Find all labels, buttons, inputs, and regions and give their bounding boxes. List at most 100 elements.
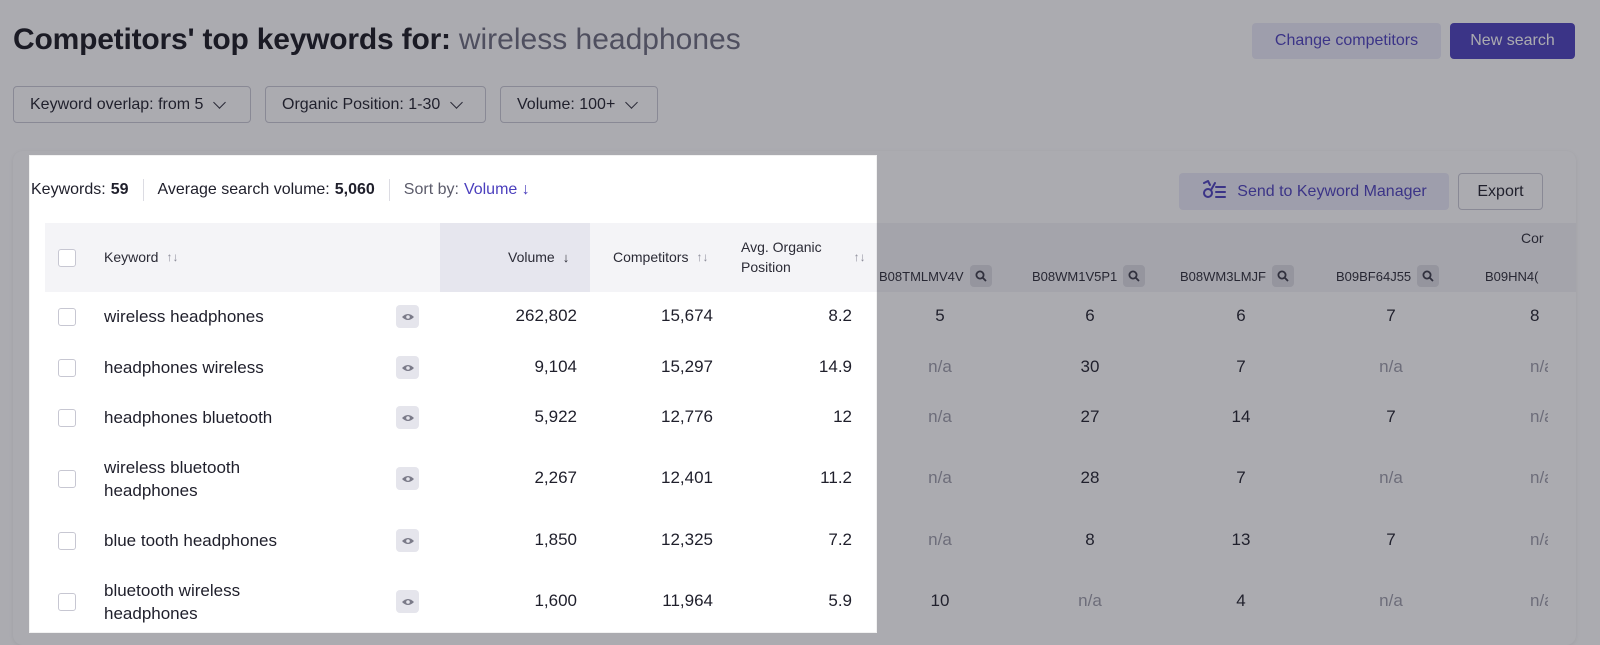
stats-bar: Keywords: 59 Average search volume: 5,06… bbox=[31, 178, 530, 202]
competitor-position-cell: 10 bbox=[930, 591, 950, 610]
keywords-count-value: 59 bbox=[110, 181, 129, 198]
eye-icon[interactable] bbox=[396, 356, 419, 379]
competitor-position-cell: 6 bbox=[1085, 306, 1095, 325]
send-to-keyword-manager-label: Send to Keyword Manager bbox=[1237, 182, 1427, 200]
competitor-asin-label: B08TMLMV4V bbox=[879, 268, 964, 284]
export-button[interactable]: Export bbox=[1458, 173, 1543, 210]
competitor-position-cell: n/a bbox=[928, 530, 952, 549]
sort-desc-icon[interactable]: ↓ bbox=[562, 249, 570, 265]
row-checkbox[interactable] bbox=[58, 532, 76, 550]
row-checkbox[interactable] bbox=[58, 593, 76, 611]
sort-icon[interactable]: ↑↓ bbox=[696, 250, 709, 264]
sort-icon[interactable]: ↑↓ bbox=[853, 250, 866, 264]
competitor-asin-label: B09HN4( bbox=[1485, 268, 1539, 284]
keyword-cell[interactable]: headphones bluetooth bbox=[104, 406, 284, 429]
sort-icon[interactable]: ↑↓ bbox=[166, 250, 179, 264]
competitor-position-cell: n/a bbox=[1530, 407, 1548, 426]
avg-position-cell: 8.2 bbox=[828, 306, 852, 325]
volume-cell: 9,104 bbox=[534, 357, 577, 376]
sort-by-dropdown[interactable]: Volume ↓ bbox=[463, 181, 530, 198]
competitor-position-cell: 30 bbox=[1080, 357, 1100, 376]
eye-icon[interactable] bbox=[396, 590, 419, 613]
volume-cell: 1,600 bbox=[534, 591, 577, 610]
keyword-cell[interactable]: blue tooth headphones bbox=[104, 529, 284, 552]
search-icon[interactable] bbox=[969, 265, 992, 287]
search-icon[interactable] bbox=[1271, 265, 1294, 287]
keyword-cell[interactable]: headphones wireless bbox=[104, 356, 284, 379]
competitor-position-cell: 13 bbox=[1231, 530, 1251, 549]
volume-cell: 262,802 bbox=[515, 306, 577, 325]
keyword-column-label: Keyword bbox=[104, 249, 159, 265]
competitor-position-cell: n/a bbox=[928, 357, 952, 376]
keyword-text: wireless bluetooth bbox=[104, 458, 241, 477]
volume-cell: 5,922 bbox=[534, 407, 577, 426]
competitor-position-cell: 6 bbox=[1236, 306, 1246, 325]
competitor-column-header[interactable]: B08WM1V5P1 bbox=[1032, 265, 1146, 287]
competitor-position-cell: n/a bbox=[1379, 357, 1403, 376]
avg-position-cell: 7.2 bbox=[828, 530, 852, 549]
eye-icon[interactable] bbox=[396, 406, 419, 429]
row-checkbox[interactable] bbox=[58, 308, 76, 326]
competitor-position-cell: 28 bbox=[1080, 468, 1100, 487]
competitor-position-cell: n/a bbox=[1530, 357, 1548, 376]
keyword-cell[interactable]: wireless bluetooth headphones bbox=[104, 456, 284, 502]
competitors-cell: 12,401 bbox=[661, 468, 713, 487]
competitor-position-cell: 7 bbox=[1386, 306, 1396, 325]
eye-icon[interactable] bbox=[396, 467, 419, 490]
competitor-position-cell: 4 bbox=[1236, 591, 1246, 610]
competitor-position-cell: 8 bbox=[1085, 530, 1095, 549]
clipped-competitor-column: 8 n/a n/a n/a n/a n/a bbox=[1522, 292, 1548, 642]
keyword-cell[interactable]: wireless headphones bbox=[104, 305, 284, 328]
eye-icon[interactable] bbox=[396, 529, 419, 552]
keyword-text-line2: headphones bbox=[104, 604, 198, 623]
search-icon[interactable] bbox=[1417, 265, 1440, 287]
volume-filter-label: Volume: 100+ bbox=[517, 95, 616, 113]
avg-position-column-label: Avg. Organic Position bbox=[741, 237, 822, 277]
competitor-position-cell: n/a bbox=[1078, 591, 1102, 610]
competitor-column-header[interactable]: B09HN4( bbox=[1485, 266, 1546, 286]
competitors-column-header[interactable]: Competitors ↑↓ bbox=[613, 246, 708, 268]
competitor-column-header[interactable]: B08TMLMV4V bbox=[879, 265, 992, 287]
keyword-manager-icon bbox=[1201, 178, 1227, 205]
keyword-text: headphones bluetooth bbox=[104, 408, 273, 427]
competitor-position-cell: 7 bbox=[1236, 357, 1246, 376]
sort-by-label: Sort by: bbox=[403, 181, 459, 198]
competitors-cell: 12,325 bbox=[661, 530, 713, 549]
avg-position-column-header[interactable]: Avg. Organic Position ↑↓ bbox=[741, 237, 866, 277]
search-icon[interactable] bbox=[1123, 265, 1146, 287]
keyword-cell[interactable]: bluetooth wireless headphones bbox=[104, 579, 284, 625]
avg-volume-label: Average search volume: bbox=[157, 181, 330, 198]
avg-position-cell: 12 bbox=[833, 407, 852, 426]
competitors-cell: 12,776 bbox=[661, 407, 713, 426]
volume-column-header[interactable]: Volume ↓ bbox=[508, 246, 569, 268]
competitor-asin-label: B08WM1V5P1 bbox=[1032, 268, 1118, 284]
organic-position-filter-label: Organic Position: 1-30 bbox=[282, 95, 441, 113]
keyword-overlap-filter[interactable]: Keyword overlap: from 5 bbox=[13, 86, 251, 123]
competitor-column-header[interactable]: B09BF64J55 bbox=[1336, 265, 1440, 287]
avg-volume-value: 5,060 bbox=[334, 181, 375, 198]
page-title-query: wireless headphones bbox=[458, 23, 741, 56]
volume-filter[interactable]: Volume: 100+ bbox=[500, 86, 658, 123]
change-competitors-button[interactable]: Change competitors bbox=[1252, 23, 1441, 59]
row-checkbox[interactable] bbox=[58, 470, 76, 488]
competitor-column-header[interactable]: B08WM3LMJF bbox=[1180, 265, 1294, 287]
competitor-position-cell: n/a bbox=[928, 407, 952, 426]
competitor-position-cell: n/a bbox=[1379, 591, 1403, 610]
send-to-keyword-manager-button[interactable]: Send to Keyword Manager bbox=[1179, 173, 1449, 210]
competitor-asin-label: B08WM3LMJF bbox=[1180, 268, 1266, 284]
select-all-checkbox[interactable] bbox=[58, 249, 76, 267]
competitors-cell: 15,297 bbox=[661, 357, 713, 376]
row-checkbox[interactable] bbox=[58, 409, 76, 427]
volume-column-label: Volume bbox=[508, 249, 555, 265]
keyword-column-header[interactable]: Keyword ↑↓ bbox=[104, 246, 178, 268]
organic-position-filter[interactable]: Organic Position: 1-30 bbox=[265, 86, 486, 123]
keyword-text-line2: headphones bbox=[104, 481, 198, 500]
new-search-button[interactable]: New search bbox=[1450, 23, 1575, 59]
eye-icon[interactable] bbox=[396, 305, 419, 328]
competitor-asin-label: B09BF64J55 bbox=[1336, 268, 1412, 284]
competitor-position-cell: n/a bbox=[1530, 591, 1548, 610]
row-checkbox[interactable] bbox=[58, 359, 76, 377]
competitor-position-cell: n/a bbox=[1379, 468, 1403, 487]
overlay-dim bbox=[877, 155, 1600, 633]
avg-position-cell: 5.9 bbox=[828, 591, 852, 610]
